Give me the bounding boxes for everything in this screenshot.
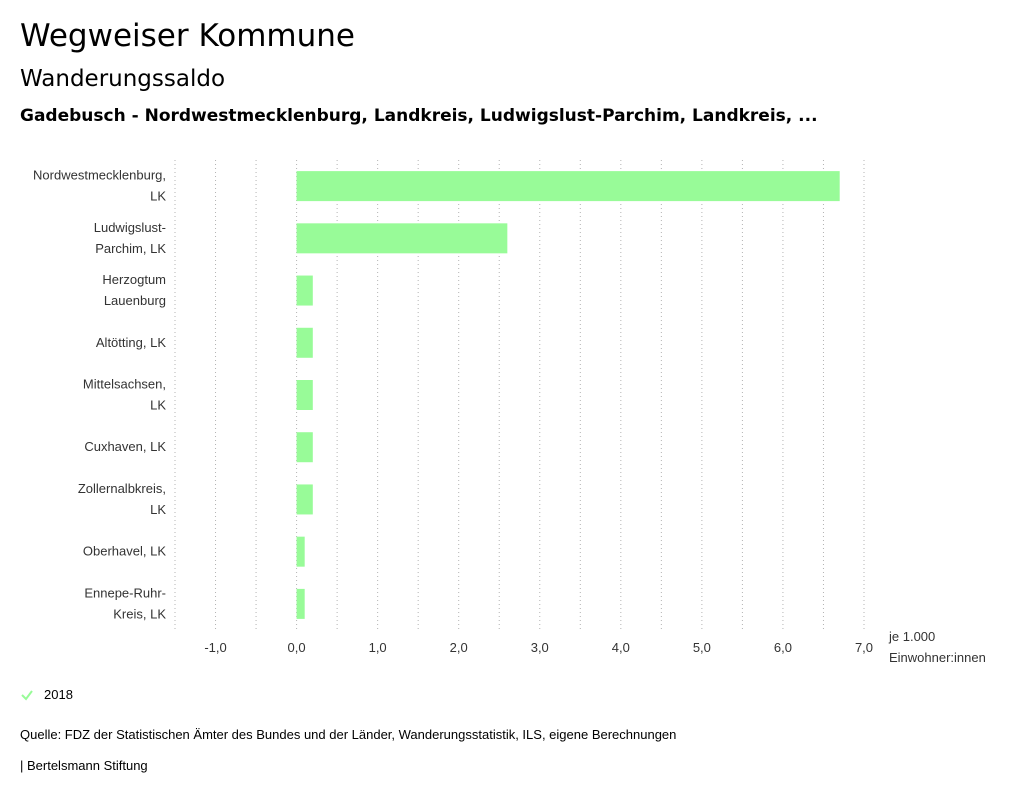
- bar: [296, 536, 305, 567]
- bar: [296, 588, 305, 619]
- region-label: Gadebusch - Nordwestmecklenburg, Landkre…: [20, 106, 818, 126]
- bar: [296, 275, 313, 306]
- category-label: Zollernalbkreis, LK: [78, 481, 166, 517]
- category-label: Herzogtum Lauenburg: [102, 272, 166, 308]
- bar-chart: Nordwestmecklenburg, LK Ludwigslust-Parchi…: [33, 160, 986, 665]
- unit-label: je 1.000 Einwohner:innen: [888, 629, 986, 665]
- x-tick-label: 3,0: [531, 640, 549, 655]
- chart-subtitle: Wanderungssaldo: [20, 66, 226, 92]
- x-tick-label: 0,0: [288, 640, 306, 655]
- category-label: Ennepe-Ruhr-Kreis, LK: [84, 585, 166, 621]
- bar: [296, 484, 313, 515]
- x-tick-label: 4,0: [612, 640, 630, 655]
- category-label: Mittelsachsen, LK: [83, 377, 166, 413]
- bar: [296, 380, 313, 410]
- x-tick-label: 5,0: [693, 640, 711, 655]
- x-tick-label: 1,0: [369, 640, 387, 655]
- category-label: Oberhavel, LK: [83, 544, 166, 559]
- bar: [296, 327, 313, 358]
- x-tick-label: -1,0: [204, 640, 226, 655]
- check-icon: [21, 689, 33, 701]
- category-label: Ludwigslust-Parchim, LK: [94, 220, 167, 256]
- category-label: Altötting, LK: [96, 335, 166, 350]
- bar: [296, 223, 508, 254]
- page-title: Wegweiser Kommune: [20, 18, 355, 54]
- bar: [296, 432, 313, 463]
- category-label: Nordwestmecklenburg, LK: [33, 168, 166, 204]
- legend[interactable]: 2018: [20, 687, 73, 702]
- x-tick-label: 6,0: [774, 640, 792, 655]
- x-tick-label: 7,0: [855, 640, 873, 655]
- legend-label: 2018: [44, 687, 73, 702]
- x-tick-label: 2,0: [450, 640, 468, 655]
- brand-credit: | Bertelsmann Stiftung: [20, 758, 148, 773]
- bar: [296, 171, 840, 202]
- source-note: Quelle: FDZ der Statistischen Ämter des …: [20, 727, 677, 742]
- category-label: Cuxhaven, LK: [84, 439, 166, 454]
